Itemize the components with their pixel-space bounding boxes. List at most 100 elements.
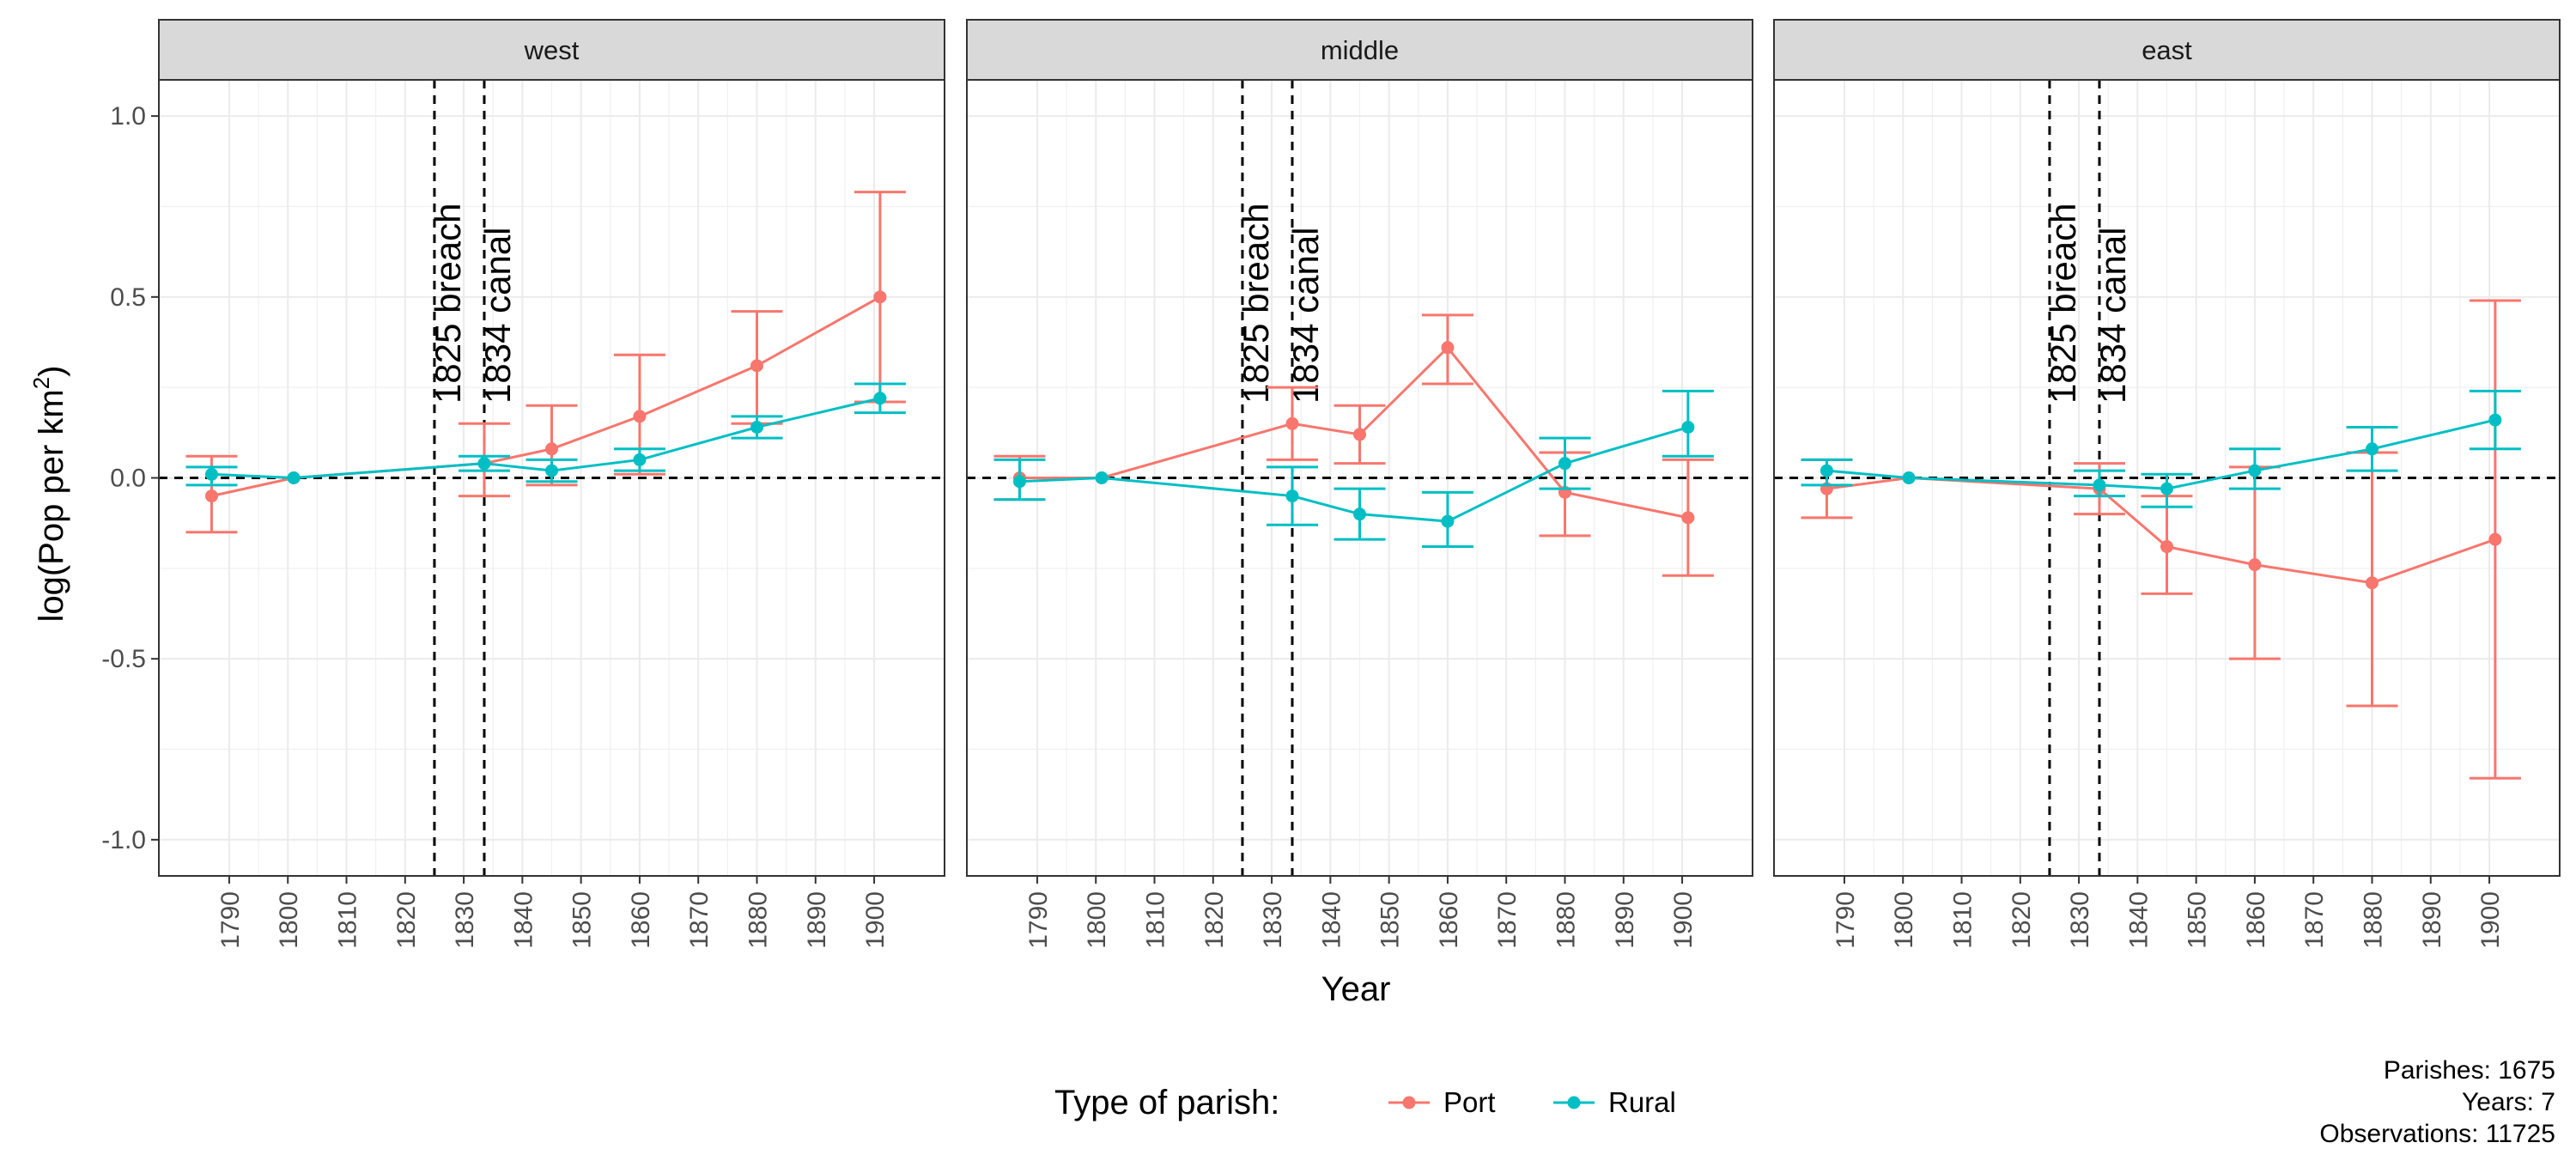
x-tick-label: 1880 <box>744 891 772 949</box>
facet-panel-middle: middle 1825 breach 1834 canal 1790 1800 1810 1… <box>966 19 1753 949</box>
caption-years: Years: 7 <box>2462 1088 2555 1116</box>
data-point <box>1681 421 1695 435</box>
data-point <box>2248 558 2262 572</box>
data-point <box>1820 464 1833 477</box>
caption-observations: Observations: 11725 <box>2319 1120 2555 1148</box>
data-point <box>1558 457 1571 471</box>
data-point <box>633 410 647 423</box>
data-point <box>1285 489 1299 503</box>
x-tick-label: 1870 <box>1493 891 1522 949</box>
x-tick-label: 1880 <box>1552 891 1580 949</box>
y-tick-label: -1.0 <box>101 826 146 854</box>
facet-strip <box>1773 19 2561 81</box>
x-tick-label: 1810 <box>1142 891 1170 949</box>
data-point <box>750 359 763 373</box>
data-point <box>1441 514 1455 528</box>
x-tick-label: 1860 <box>627 891 655 949</box>
x-tick-label: 1890 <box>1611 891 1639 949</box>
facet-strip-label: west <box>524 35 580 65</box>
x-tick-label: 1840 <box>509 891 538 949</box>
event-label-canal: 1834 canal <box>1285 227 1326 404</box>
x-tick-label: 1830 <box>2066 891 2094 949</box>
x-tick-label: 1830 <box>451 891 479 949</box>
x-tick-label: 1850 <box>2184 891 2212 949</box>
x-tick-label: 1790 <box>216 891 245 949</box>
legend-label-port: Port <box>1443 1086 1496 1118</box>
data-point <box>1902 471 1916 484</box>
data-point <box>1012 475 1026 489</box>
x-tick-label: 1900 <box>861 891 890 949</box>
legend-label-rural: Rural <box>1608 1086 1676 1118</box>
panel-border <box>1773 79 2561 877</box>
x-tick-label: 1820 <box>2008 891 2036 949</box>
series-rural <box>993 389 1714 549</box>
x-tick-label: 1840 <box>2124 891 2153 949</box>
data-point <box>1681 511 1695 525</box>
x-tick-label: 1840 <box>1317 891 1346 949</box>
data-point <box>2093 478 2106 492</box>
data-point <box>873 392 887 405</box>
data-point <box>2160 540 2173 554</box>
caption: Parishes: 1675 Years: 7 Observations: 11… <box>2319 1056 2555 1148</box>
x-tick-label: 1870 <box>2300 891 2329 949</box>
y-tick-label: 1.0 <box>110 102 146 131</box>
caption-parishes: Parishes: 1675 <box>2384 1056 2555 1085</box>
data-point <box>2160 482 2173 495</box>
y-axis-title-superscript: 2 <box>28 377 54 389</box>
x-axis-title: Year <box>1321 970 1391 1008</box>
y-axis-title: log(Pop per km2) <box>28 365 70 622</box>
event-label-canal: 1834 canal <box>477 227 518 404</box>
data-point <box>2488 413 2502 427</box>
x-tick-label: 1800 <box>1083 891 1111 949</box>
series-rural <box>185 382 906 487</box>
axis-titles: Year log(Pop per km2) <box>28 365 1390 1008</box>
legend-title: Type of parish: <box>1054 1084 1279 1121</box>
data-point <box>1441 341 1455 355</box>
x-tick-label: 1810 <box>334 891 362 949</box>
legend: Type of parish: Port Rural <box>1054 1084 1676 1121</box>
data-point <box>204 489 218 503</box>
x-tick-label: 1860 <box>1435 891 1463 949</box>
data-point <box>1095 471 1109 484</box>
x-tick-label: 1800 <box>275 891 303 949</box>
x-tick-label: 1830 <box>1259 891 1287 949</box>
data-point <box>477 457 491 471</box>
y-tick-label: 0.0 <box>110 465 146 493</box>
panel-border <box>966 79 1753 877</box>
event-label-canal: 1834 canal <box>2093 227 2133 404</box>
event-label-breach: 1825 breach <box>428 203 468 404</box>
event-label-breach: 1825 breach <box>1236 203 1276 404</box>
facet-strip-label: east <box>2142 35 2192 65</box>
series-rural <box>1801 389 2521 508</box>
data-point <box>2248 464 2262 477</box>
facet-panel-east: east 1825 breach 1834 canal 1790 1800 1810 182… <box>1773 19 2561 949</box>
x-tick-label: 1790 <box>1832 891 1860 949</box>
data-point <box>1353 428 1366 441</box>
data-point <box>1285 416 1299 430</box>
y-axis-title-close: ) <box>33 365 70 376</box>
x-tick-label: 1820 <box>392 891 421 949</box>
data-point <box>287 471 301 484</box>
x-tick-label: 1820 <box>1200 891 1229 949</box>
facet-panel-west: west 1825 breach 1834 canal 1790 1800 1810 182… <box>101 19 945 949</box>
data-point <box>1353 508 1366 521</box>
legend-key-point-port <box>1402 1096 1416 1109</box>
data-point <box>2488 532 2502 546</box>
x-tick-label: 1800 <box>1890 891 1918 949</box>
data-point <box>873 290 887 304</box>
x-tick-label: 1880 <box>2359 891 2387 949</box>
y-axis-title-main: log(Pop per km <box>33 389 70 622</box>
data-point <box>545 442 558 456</box>
x-tick-label: 1850 <box>568 891 597 949</box>
x-tick-label: 1860 <box>2242 891 2270 949</box>
x-tick-label: 1810 <box>1949 891 1978 949</box>
event-label-breach: 1825 breach <box>2043 203 2083 404</box>
legend-key-point-rural <box>1567 1096 1581 1109</box>
y-tick-label: -0.5 <box>101 645 146 673</box>
x-tick-label: 1900 <box>2476 891 2505 949</box>
y-tick-label: 0.5 <box>110 283 146 312</box>
x-tick-label: 1850 <box>1376 891 1405 949</box>
